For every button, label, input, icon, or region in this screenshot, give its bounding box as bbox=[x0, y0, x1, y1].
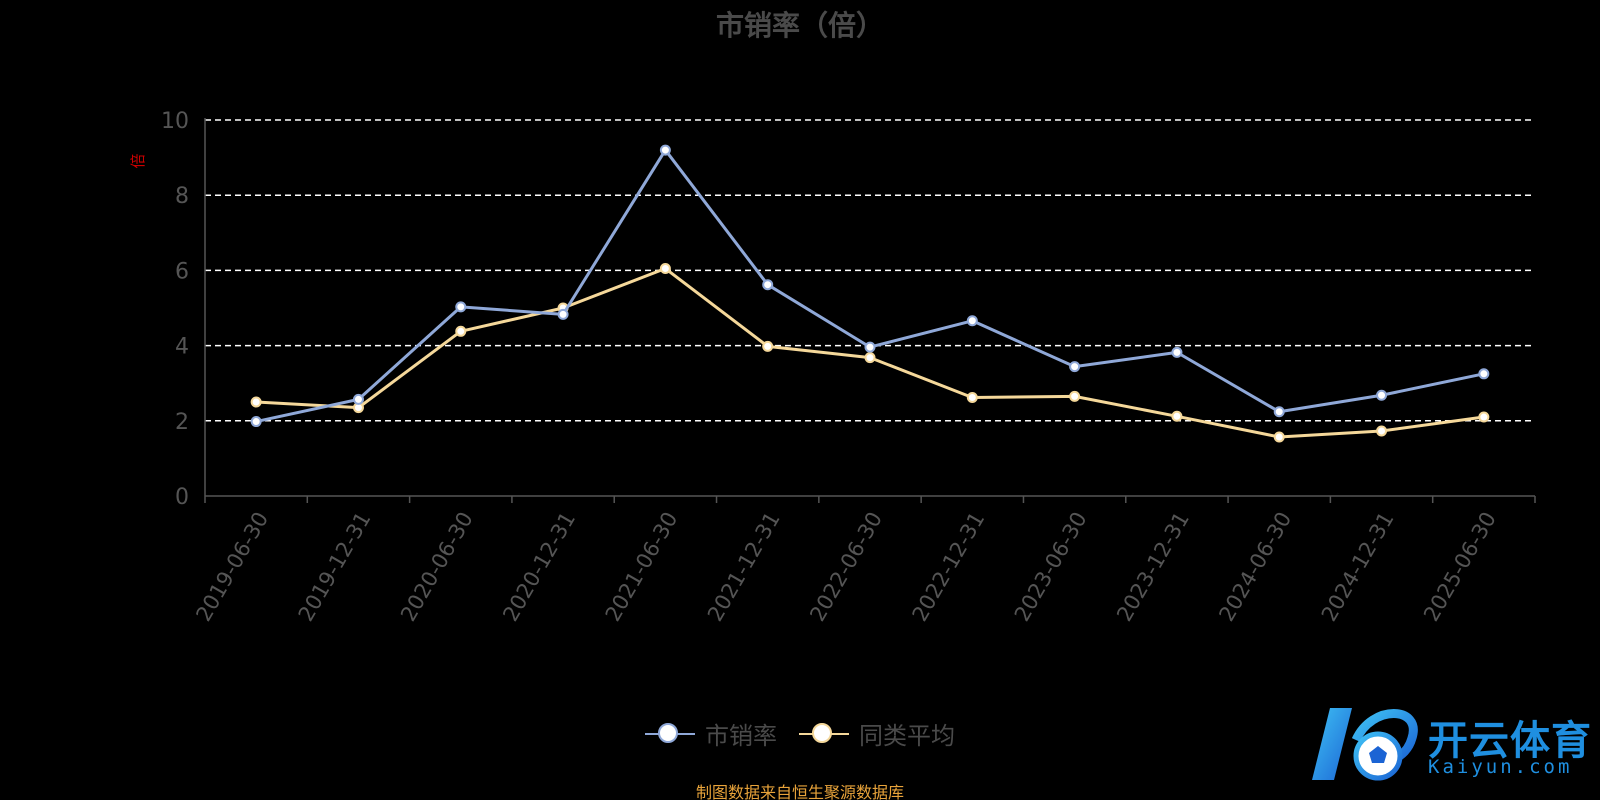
data-point-series-0 bbox=[250, 416, 262, 428]
data-point-series-1 bbox=[1376, 425, 1388, 437]
legend-label: 市销率 bbox=[705, 722, 777, 750]
data-point-series-1 bbox=[762, 340, 774, 352]
y-unit-label: 倍 bbox=[129, 153, 147, 168]
data-point-series-0 bbox=[557, 308, 569, 320]
data-point-series-0 bbox=[352, 393, 364, 405]
kaiyun-logo-icon bbox=[1312, 708, 1418, 781]
data-point-series-0 bbox=[1478, 368, 1490, 380]
data-point-series-1 bbox=[1273, 431, 1285, 443]
data-point-series-0 bbox=[1376, 389, 1388, 401]
x-tick-label: 2019-12-31 bbox=[294, 508, 376, 626]
legend-item-series-1[interactable]: 同类平均 bbox=[799, 716, 955, 751]
data-point-series-1 bbox=[1171, 410, 1183, 422]
data-point-series-1 bbox=[659, 263, 671, 275]
data-point-series-0 bbox=[455, 301, 467, 313]
data-point-series-0 bbox=[864, 341, 876, 353]
data-point-series-0 bbox=[1273, 406, 1285, 418]
data-point-series-0 bbox=[1069, 361, 1081, 373]
y-tick-label: 0 bbox=[175, 485, 189, 510]
data-point-series-0 bbox=[762, 279, 774, 291]
x-tick-label: 2021-06-30 bbox=[601, 508, 683, 626]
chart-title: 市销率（倍） bbox=[715, 9, 884, 42]
legend-label: 同类平均 bbox=[859, 722, 955, 750]
data-point-series-0 bbox=[659, 144, 671, 156]
data-point-series-1 bbox=[1069, 390, 1081, 402]
x-tick-label: 2021-12-31 bbox=[703, 508, 785, 626]
source-note: 制图数据来自恒生聚源数据库 bbox=[695, 783, 904, 800]
y-tick-label: 4 bbox=[175, 335, 189, 360]
x-tick-label: 2020-06-30 bbox=[396, 508, 478, 626]
y-tick-label: 2 bbox=[175, 410, 189, 435]
data-point-series-1 bbox=[864, 352, 876, 364]
x-tick-label: 2022-06-30 bbox=[805, 508, 887, 626]
x-tick-label: 2023-06-30 bbox=[1010, 508, 1092, 626]
x-tick-label: 2024-06-30 bbox=[1214, 508, 1296, 626]
data-point-series-1 bbox=[966, 391, 978, 403]
legend-swatch-series-0 bbox=[645, 722, 695, 745]
x-tick-label: 2020-12-31 bbox=[498, 508, 580, 626]
data-point-series-1 bbox=[250, 396, 262, 408]
data-point-series-0 bbox=[1171, 346, 1183, 358]
data-point-series-1 bbox=[455, 325, 467, 337]
x-tick-label: 2023-12-31 bbox=[1112, 508, 1194, 626]
watermark-text-en: Kaiyun.com bbox=[1428, 756, 1573, 778]
x-tick-label: 2024-12-31 bbox=[1317, 508, 1399, 626]
legend-item-series-0[interactable]: 市销率 bbox=[645, 716, 777, 751]
watermark-text-cn: 开云体育 bbox=[1428, 718, 1592, 764]
data-point-series-1 bbox=[1478, 411, 1490, 423]
legend: 市销率 同类平均 bbox=[0, 716, 1600, 751]
y-tick-label: 8 bbox=[175, 184, 189, 209]
legend-swatch-series-1 bbox=[799, 722, 849, 745]
x-tick-label: 2025-06-30 bbox=[1419, 508, 1501, 626]
x-tick-label: 2022-12-31 bbox=[908, 508, 990, 626]
x-tick-label: 2019-06-30 bbox=[191, 508, 273, 626]
data-point-series-0 bbox=[966, 315, 978, 327]
y-tick-label: 10 bbox=[161, 109, 189, 134]
series-line-0 bbox=[255, 148, 1485, 424]
watermark-logo: 开云体育 Kaiyun.com bbox=[1312, 700, 1592, 790]
y-tick-label: 6 bbox=[175, 259, 189, 284]
